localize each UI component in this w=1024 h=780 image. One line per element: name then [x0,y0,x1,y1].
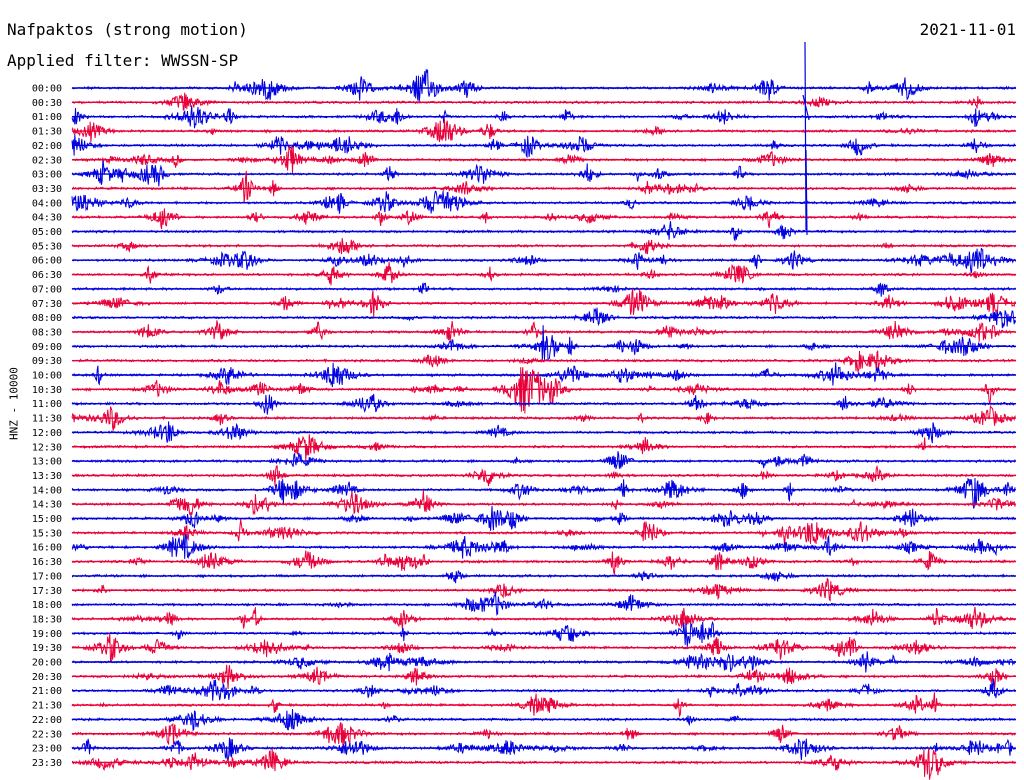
time-tick-label: 02:00 [32,141,62,152]
time-tick-label: 13:00 [32,457,62,468]
time-tick-label: 11:00 [32,399,62,410]
seismic-trace [71,282,1016,297]
seismic-trace [71,533,1017,559]
time-tick-label: 15:00 [32,514,62,525]
time-tick-label: 11:30 [32,414,62,425]
filter-label: Applied filter: WWSSN-SP [7,51,239,70]
time-tick-label: 06:00 [32,256,62,267]
time-tick-label: 12:00 [32,428,62,439]
seismic-trace [71,747,1017,780]
time-tick-label: 17:00 [32,571,62,582]
seismic-trace [71,490,1016,516]
seismic-trace [71,722,1016,747]
time-tick-label: 22:30 [32,729,62,740]
seismic-trace [71,92,1016,111]
station-title: Nafpaktos (strong motion) [7,20,248,39]
time-tick-label: 10:00 [32,371,62,382]
time-tick-label: 20:00 [32,658,62,669]
seismic-trace [71,170,1016,204]
time-tick-label: 06:30 [32,270,62,281]
seismic-trace [71,678,1016,701]
time-tick-label: 08:30 [32,327,62,338]
time-tick-label: 19:30 [32,643,62,654]
time-tick-label: 21:30 [32,701,62,712]
seismic-trace [71,349,1017,374]
time-tick-label: 01:30 [32,127,62,138]
time-tick-label: 22:00 [32,715,62,726]
time-tick-label: 17:30 [32,586,62,597]
time-tick-label: 12:30 [32,442,62,453]
time-tick-label: 18:00 [32,600,62,611]
time-tick-label: 07:30 [32,299,62,310]
time-tick-label: 08:00 [32,313,62,324]
time-tick-label: 20:30 [32,672,62,683]
seismic-trace [71,577,1016,602]
seismic-trace [71,68,1017,102]
time-tick-label: 19:00 [32,629,62,640]
seismic-trace [71,570,1016,584]
seismic-trace [71,737,1016,763]
time-tick-label: 09:30 [32,356,62,367]
seismic-trace [71,451,1017,470]
time-tick-label: 03:30 [32,184,62,195]
time-tick-label: 03:00 [32,170,62,181]
time-tick-label: 23:30 [32,758,62,769]
time-tick-label: 14:00 [32,485,62,496]
time-tick-label: 04:30 [32,213,62,224]
time-tick-label: 14:30 [32,500,62,511]
seismic-trace [71,221,1016,242]
seismic-trace [71,208,1016,230]
seismic-trace [71,591,1016,616]
date-label: 2021-11-01 [919,20,1016,39]
time-tick-label: 16:00 [32,543,62,554]
time-tick-label: 09:00 [32,342,62,353]
seismic-trace [71,118,1016,143]
time-tick-label: 01:00 [32,112,62,123]
time-tick-label: 05:00 [32,227,62,238]
time-tick-label: 04:00 [32,198,62,209]
time-tick-label: 18:30 [32,614,62,625]
time-tick-label: 15:30 [32,528,62,539]
time-tick-label: 00:00 [32,84,62,95]
time-tick-label: 16:30 [32,557,62,568]
time-tick-label: 00:30 [32,98,62,109]
time-tick-label: 21:00 [32,686,62,697]
seismic-trace [72,434,1016,462]
time-tick-label: 02:30 [32,155,62,166]
seismic-trace [71,620,1016,647]
time-tick-label: 07:00 [32,284,62,295]
time-tick-label: 23:00 [32,744,62,755]
seismic-trace [71,606,1016,630]
time-tick-label: 05:30 [32,241,62,252]
time-tick-label: 13:30 [32,471,62,482]
time-tick-label: 10:30 [32,385,62,396]
strong-event-spike [802,41,810,236]
seismic-trace [71,550,1016,575]
